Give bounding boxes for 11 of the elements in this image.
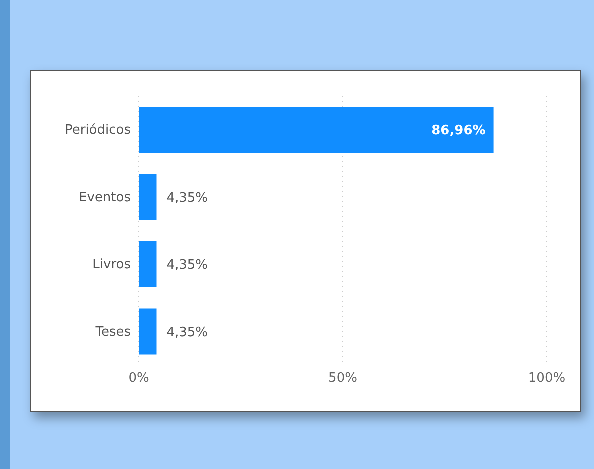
x-tick-label: 50% bbox=[328, 371, 358, 386]
data-label: 4,35% bbox=[166, 190, 208, 206]
data-label: 4,35% bbox=[166, 258, 208, 274]
data-label: 86,96% bbox=[432, 124, 486, 139]
y-tick-label: Livros bbox=[92, 258, 132, 273]
y-tick-label: Teses bbox=[94, 324, 132, 340]
data-label: 4,35% bbox=[166, 325, 208, 340]
y-tick-label: Periódicos bbox=[64, 123, 132, 138]
y-tick-label: Eventos bbox=[79, 190, 132, 206]
x-tick-label: 100% bbox=[528, 371, 566, 386]
x-tick-label: 0% bbox=[128, 371, 150, 386]
